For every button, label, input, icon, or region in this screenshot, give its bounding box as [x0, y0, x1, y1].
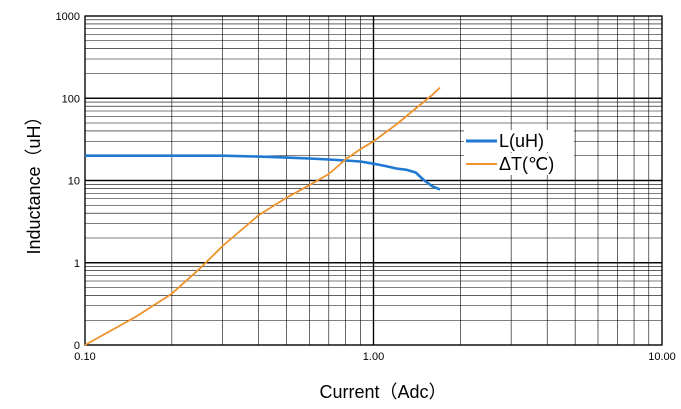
y-tick-label: 0 [74, 340, 80, 352]
series-layer [84, 86, 441, 346]
y-axis-title: Inductance（uH） [24, 107, 44, 254]
y-tick-label: 100 [62, 93, 80, 105]
x-axis-title: Current（Adc） [319, 382, 446, 402]
x-tick-label: 1.00 [363, 351, 384, 363]
legend: L(uH) ΔT(℃) [464, 130, 574, 175]
legend-background [464, 153, 574, 175]
legend-label-l-uh: L(uH) [499, 131, 544, 151]
grid [84, 15, 663, 346]
legend-label-delta-t: ΔT(℃) [499, 154, 554, 174]
series-line-1 [84, 86, 441, 346]
legend-background [464, 130, 574, 152]
y-tick-label: 1000 [56, 11, 80, 23]
series-line-0 [85, 154, 441, 191]
x-tick-label: 0.10 [74, 351, 95, 363]
y-tick-label: 1 [74, 258, 80, 270]
tick-labels: 0.10 1.00 10.00 0 1 10 100 1000 [56, 11, 676, 363]
y-tick-label: 10 [68, 176, 80, 188]
x-tick-label: 10.00 [648, 351, 676, 363]
plot-frame [84, 15, 663, 346]
